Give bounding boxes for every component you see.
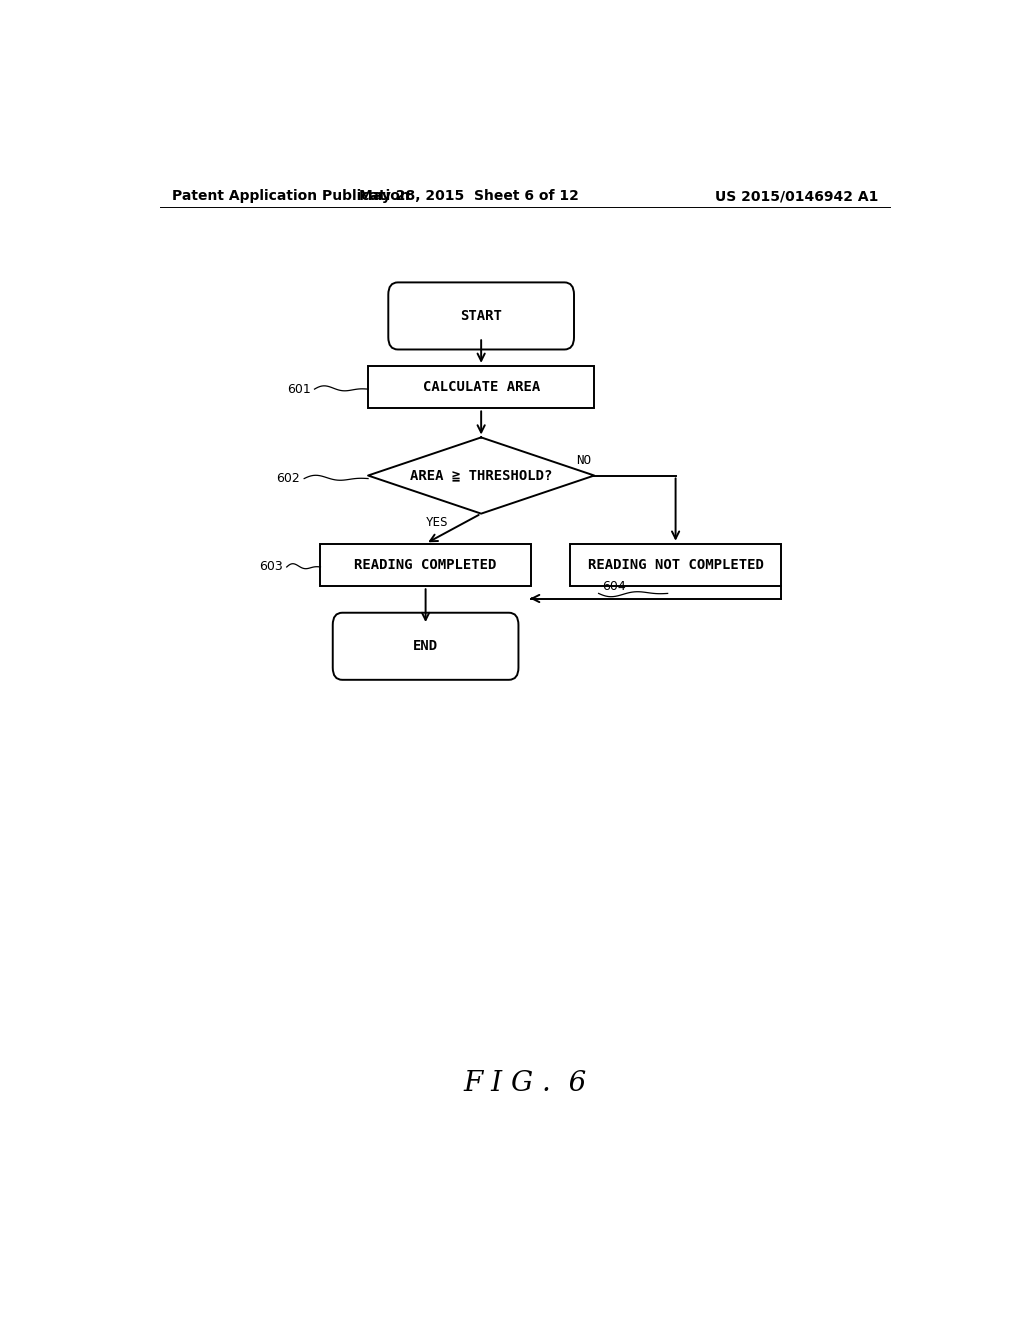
Bar (368, 366, 594, 408)
Text: US 2015/0146942 A1: US 2015/0146942 A1 (715, 189, 878, 203)
Text: 604: 604 (602, 581, 627, 594)
Bar (321, 544, 530, 586)
Text: 601: 601 (287, 383, 310, 396)
FancyBboxPatch shape (388, 282, 574, 350)
FancyBboxPatch shape (333, 612, 518, 680)
Polygon shape (368, 437, 594, 513)
Text: AREA ≧ THRESHOLD?: AREA ≧ THRESHOLD? (410, 469, 552, 483)
Text: F I G .  6: F I G . 6 (463, 1069, 587, 1097)
Text: YES: YES (426, 516, 449, 529)
Text: READING COMPLETED: READING COMPLETED (354, 558, 497, 572)
Bar (570, 544, 780, 586)
Text: 603: 603 (259, 561, 283, 573)
Text: May 28, 2015  Sheet 6 of 12: May 28, 2015 Sheet 6 of 12 (359, 189, 580, 203)
Text: NO: NO (577, 454, 592, 467)
Text: READING NOT COMPLETED: READING NOT COMPLETED (588, 558, 764, 572)
Text: Patent Application Publication: Patent Application Publication (172, 189, 410, 203)
Text: CALCULATE AREA: CALCULATE AREA (423, 380, 540, 395)
Text: 602: 602 (276, 473, 300, 484)
Text: END: END (413, 639, 438, 653)
Text: START: START (460, 309, 502, 323)
